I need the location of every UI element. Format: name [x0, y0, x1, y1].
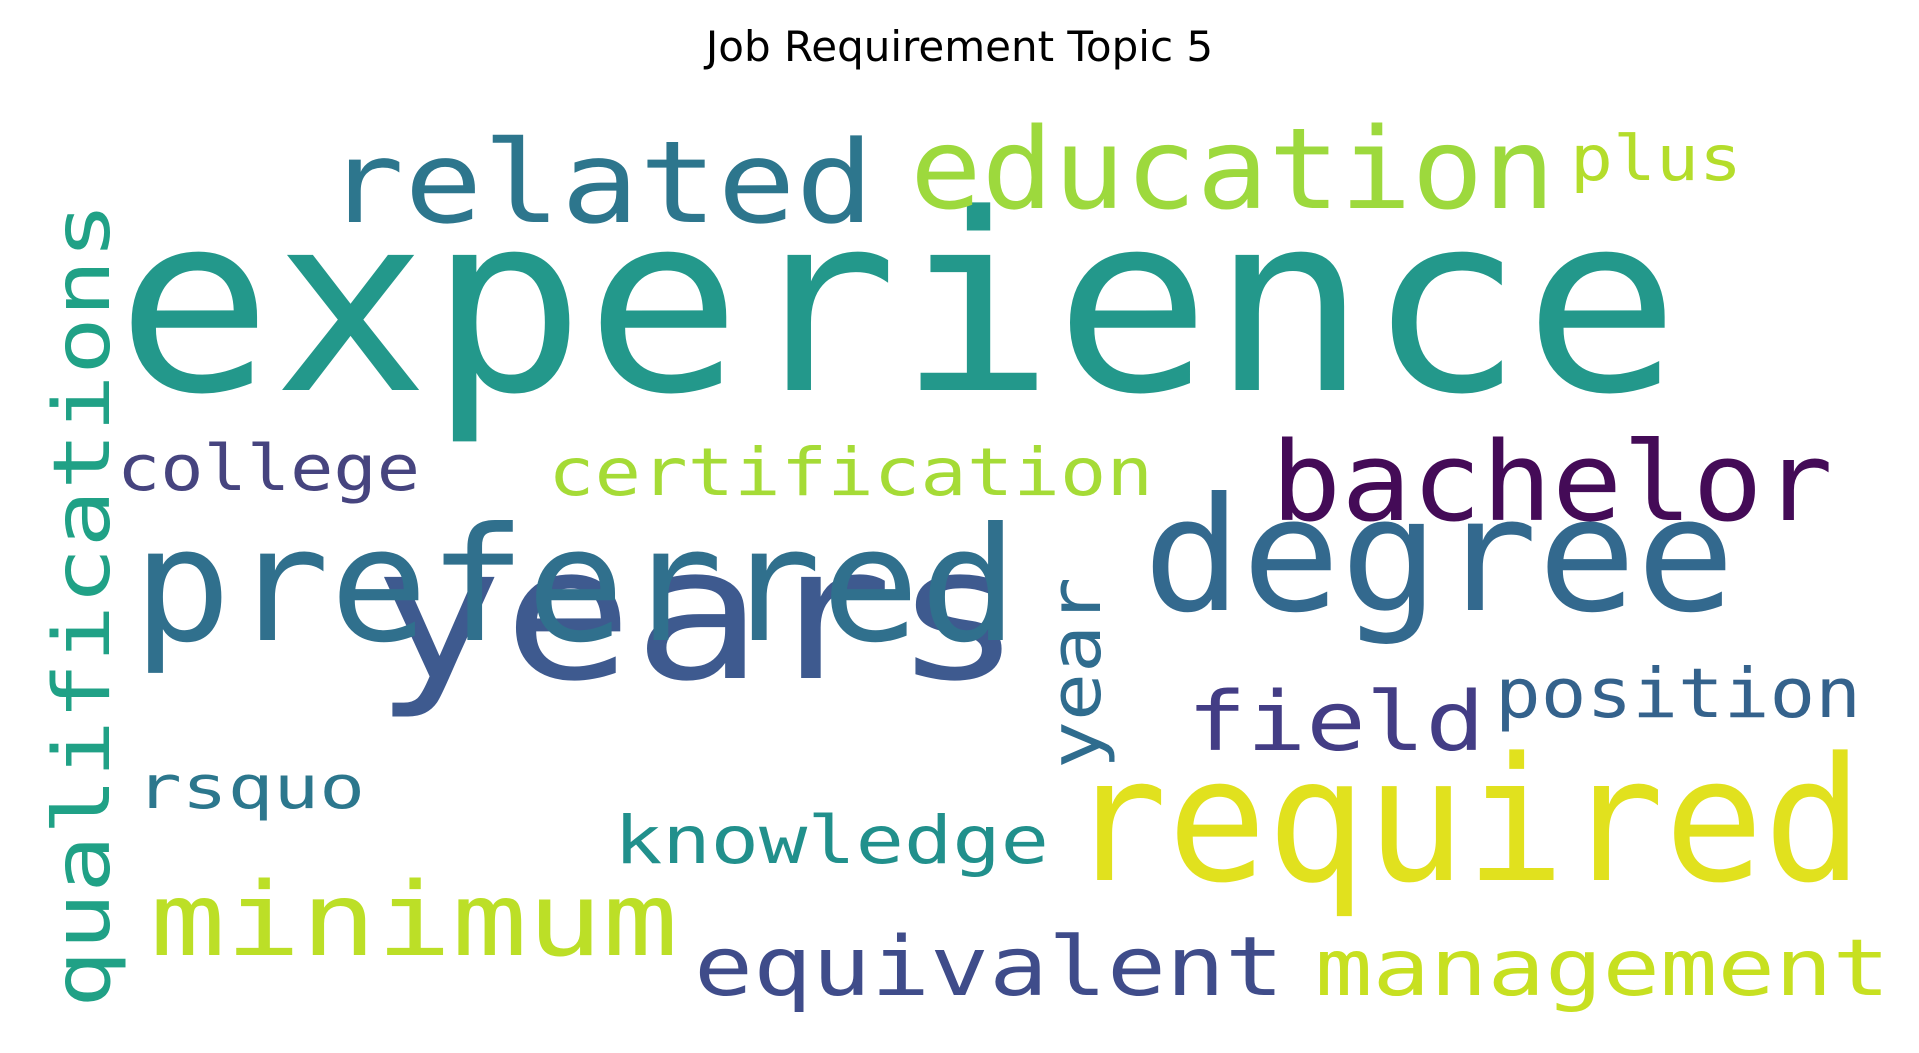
word-years: years	[373, 506, 1023, 722]
word-knowledge: knowledge	[614, 802, 1049, 879]
word-bachelor: bachelor	[1271, 418, 1833, 546]
word-plus: plus	[1570, 122, 1742, 195]
word-management: management	[1315, 924, 1890, 1014]
word-certification: certification	[548, 434, 1153, 511]
word-qualifications: qualifications	[38, 202, 128, 1008]
word-degree: degree	[1143, 464, 1735, 648]
word-year: year	[1035, 577, 1117, 769]
word-position: position	[1495, 654, 1861, 734]
word-education: education	[910, 105, 1555, 235]
word-rsquo: rsquo	[136, 753, 365, 823]
word-preferred: preferred	[133, 494, 1018, 678]
word-college: college	[117, 432, 420, 505]
word-minimum: minimum	[150, 861, 678, 980]
word-equivalent: equivalent	[694, 920, 1284, 1015]
word-related: related	[326, 116, 874, 249]
word-required: required	[1068, 720, 1863, 921]
figure-title: Job Requirement Topic 5	[705, 22, 1214, 71]
word-field: field	[1187, 675, 1485, 770]
word-experience: experience	[116, 162, 1680, 449]
